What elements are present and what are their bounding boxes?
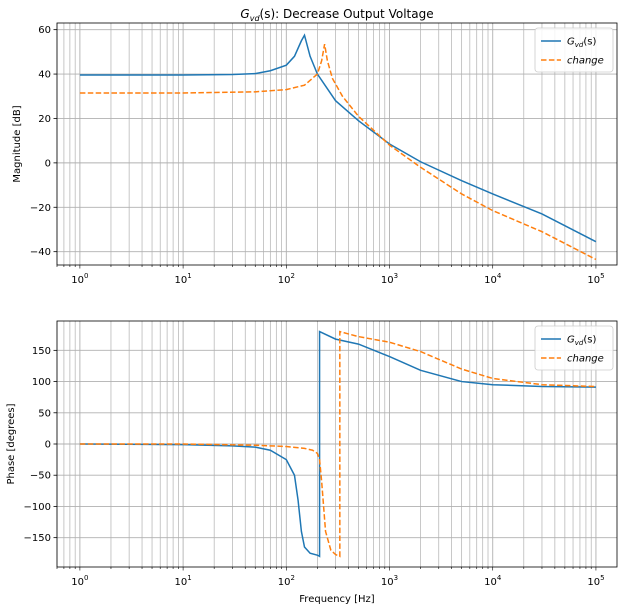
x-tick-label: 105 [587, 574, 604, 588]
y-tick-label: 150 [32, 346, 51, 357]
series-line-change [79, 43, 597, 261]
legend-box [534, 325, 614, 371]
chart-title: Gvd(s): Decrease Output Voltage [240, 7, 433, 23]
y-tick-label: −50 [30, 471, 51, 482]
y-axis-label: Phase [degrees] [6, 403, 17, 484]
x-tick-label: 104 [484, 272, 502, 286]
y-tick-label: −150 [24, 533, 51, 544]
legend-label: change [567, 56, 604, 67]
legend-label: Gvd(s) [567, 37, 596, 50]
x-tick-label: 101 [175, 272, 192, 286]
chart-panel-1: 60 40 20 0 −20 −40 100 101 102 103 104 105 Magnitude… [12, 7, 618, 286]
x-tick-label: 103 [381, 574, 398, 588]
grid [56, 23, 617, 265]
x-tick-label: 104 [484, 574, 502, 588]
y-tick-label: 20 [38, 114, 51, 125]
x-tick-label: 101 [175, 574, 192, 588]
series-line-gvd [79, 33, 597, 243]
x-tick-label: 103 [381, 272, 398, 286]
y-axis-label: Magnitude [dB] [12, 105, 23, 182]
x-tick-label: 102 [278, 574, 295, 588]
series-line-change [79, 330, 596, 558]
x-tick-label: 102 [278, 272, 295, 286]
y-tick-label: −100 [24, 502, 51, 513]
y-tick-label: 0 [45, 158, 51, 169]
y-tick-label: −40 [30, 247, 51, 258]
axes-frame [56, 22, 618, 266]
x-axis-label: Frequency [Hz] [299, 594, 375, 605]
series-line-gvd [79, 330, 596, 558]
x-tick-label: 105 [587, 272, 604, 286]
legend-box [534, 27, 614, 73]
legend-label: change [567, 354, 604, 365]
y-tick-label: 40 [38, 70, 51, 81]
x-tick-label: 100 [71, 272, 88, 286]
legend: Gvd(s) change [534, 27, 614, 73]
y-tick-label: 0 [45, 440, 51, 451]
y-tick-label: 60 [38, 25, 51, 36]
y-tick-label: 100 [32, 377, 51, 388]
grid [56, 321, 617, 567]
y-tick-label: −20 [30, 203, 51, 214]
x-tick-label: 100 [71, 574, 88, 588]
legend: Gvd(s) change [534, 325, 614, 371]
chart-panel-2: 150 100 50 0 −50 −100 −150 100 101 102 103 104 105 Ph… [6, 320, 618, 605]
y-tick-label: 50 [38, 408, 51, 419]
legend-label: Gvd(s) [567, 335, 596, 348]
